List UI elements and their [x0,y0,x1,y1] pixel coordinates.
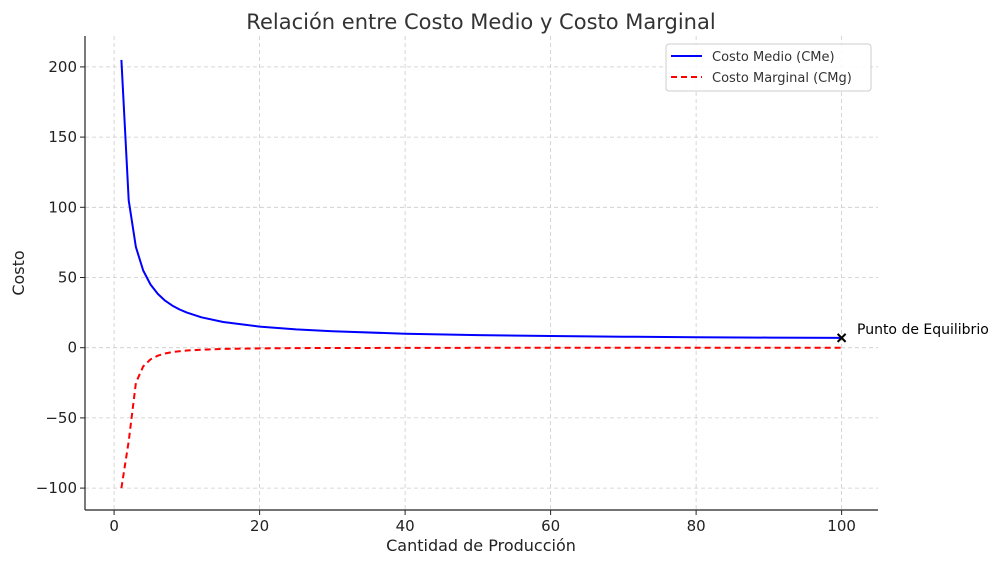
equilibrium-label: Punto de Equilibrio [857,322,989,338]
y-tick-label: 150 [48,128,77,146]
y-tick-label: 100 [48,198,77,216]
grid [85,36,878,510]
y-axis-label: Costo [9,250,28,295]
series-line-cme [120,59,842,339]
chart-title: Relación entre Costo Medio y Costo Margi… [246,10,715,34]
x-tick-label: 80 [687,517,706,535]
legend-label-cme: Costo Medio (CMe) [712,50,835,65]
series-group [120,59,842,489]
x-tick-label: 100 [827,517,856,535]
ticks: 0 20 40 60 80 100 −100 −50 0 50 100 150 200 [36,58,856,535]
y-tick-label: −100 [36,479,77,497]
legend-label-cmg: Costo Marginal (CMg) [712,71,852,86]
x-tick-label: 0 [109,517,119,535]
y-tick-label: 200 [48,58,77,76]
x-axis-label: Cantidad de Producción [386,536,576,555]
legend-box [665,43,872,92]
y-tick-label: −50 [45,409,77,427]
equilibrium-marker [836,333,847,343]
y-tick-label: 0 [67,339,77,357]
legend: Costo Medio (CMe) Costo Marginal (CMg) [665,43,872,92]
annotation: Punto de Equilibrio [836,322,989,343]
x-tick-label: 20 [250,517,269,535]
series-line-cmg [120,346,842,489]
x-tick-label: 40 [396,517,415,535]
axes [84,36,878,511]
x-tick-label: 60 [541,517,560,535]
y-tick-label: 50 [58,268,77,286]
